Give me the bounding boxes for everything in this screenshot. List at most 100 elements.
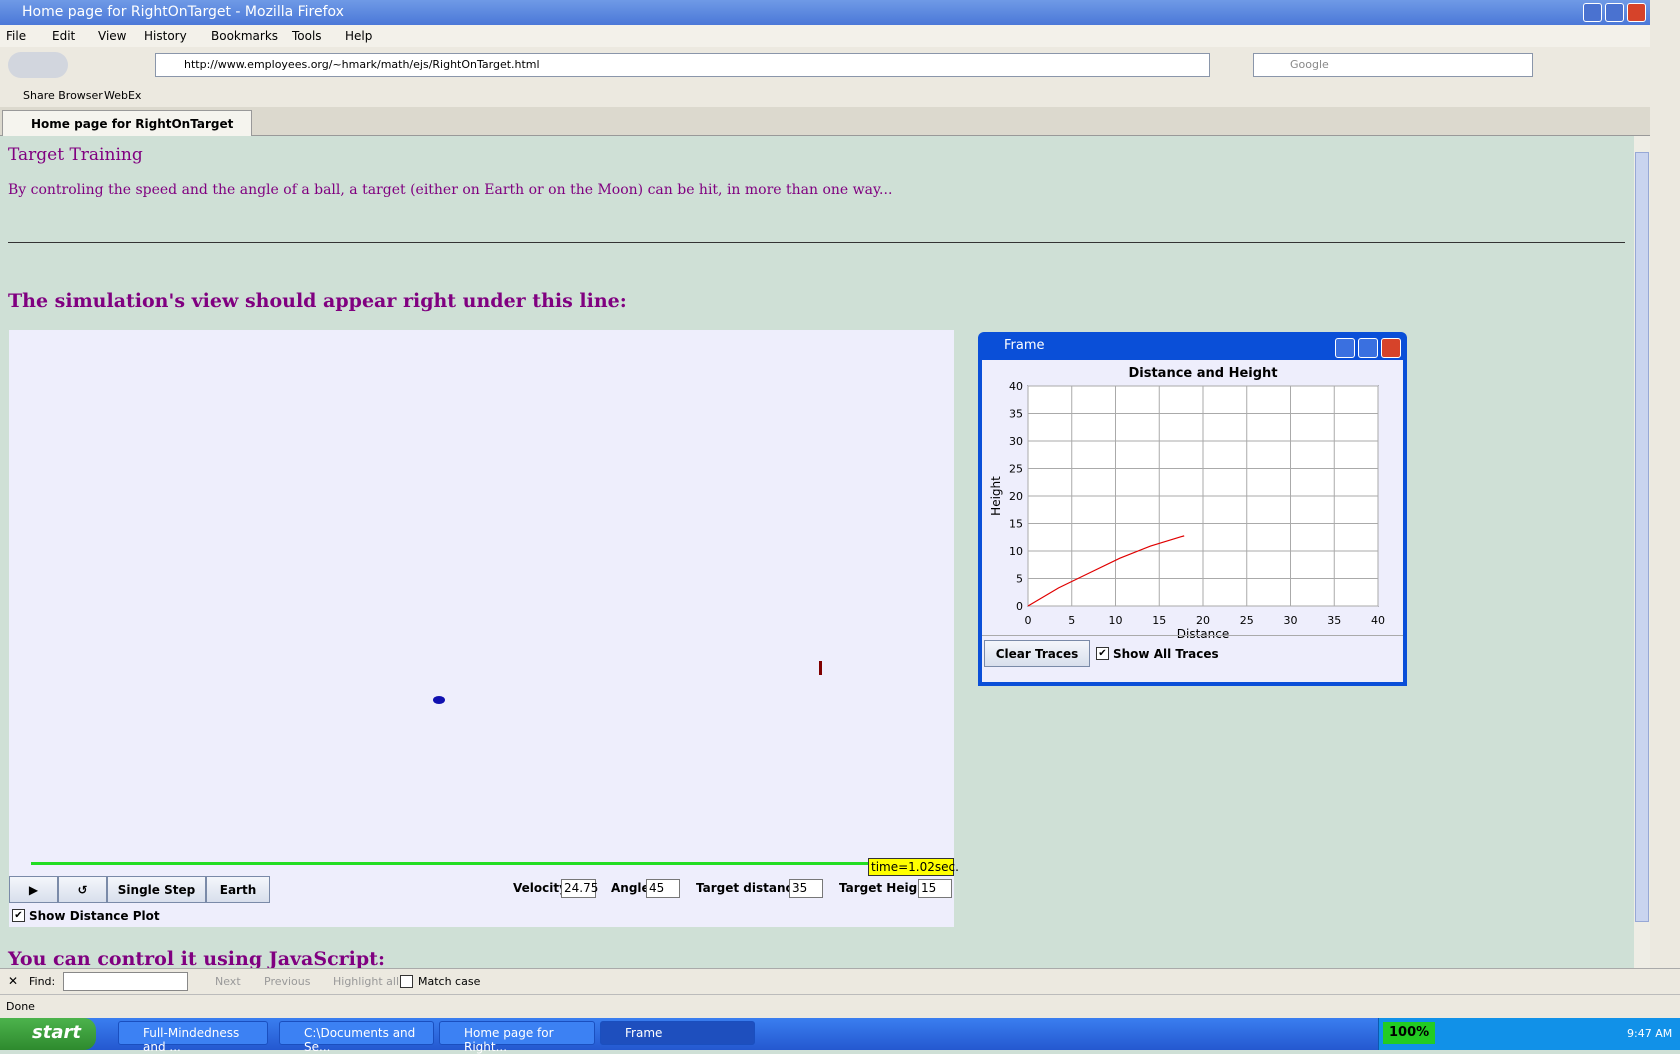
x-tick-label: 10	[1109, 614, 1123, 627]
task[interactable]: C:\Documents and Se...	[279, 1021, 434, 1054]
x-tick-label: 30	[1284, 614, 1298, 627]
find-previous[interactable]: Previous	[264, 975, 311, 988]
tray: 100% 9:47 AM	[1378, 1018, 1680, 1050]
zoom[interactable]: 100%	[1383, 1022, 1435, 1044]
field-label: Angle:	[611, 881, 655, 895]
title-bar: Home page for RightOnTarget - Mozilla Fi…	[0, 0, 1680, 25]
match-case: Match case	[418, 975, 481, 988]
menu-bar: File Edit View History Bookmarks Tools Help	[0, 25, 1680, 47]
x-tick-label: 40	[1371, 614, 1385, 627]
y-axis-label: Height	[989, 476, 1003, 516]
minimize[interactable]	[1583, 3, 1602, 22]
find-label: Find:	[29, 975, 56, 988]
bookmark[interactable]: Share Browser	[23, 89, 103, 102]
field-label: Target distance:	[696, 881, 806, 895]
y-tick-label: 35	[1009, 408, 1023, 421]
x-tick-label: 5	[1068, 614, 1075, 627]
task[interactable]: Home page for Right...	[439, 1021, 595, 1054]
ground	[31, 862, 868, 865]
step-button[interactable]: Single Step	[107, 876, 206, 903]
maximize[interactable]	[1605, 3, 1624, 22]
frame-body: Distance and Height Distance Height 0 5 10 15 2…	[982, 360, 1403, 682]
minimize[interactable]	[1335, 338, 1355, 358]
page-intro: By controling the speed and the angle of…	[8, 182, 893, 198]
y-tick-label: 20	[1009, 490, 1023, 503]
clock: 9:47 AM	[1627, 1027, 1673, 1040]
separator	[982, 635, 1403, 636]
x-axis-label: Distance	[1177, 627, 1229, 640]
line	[1027, 535, 1185, 607]
checkbox[interactable]: ✔	[12, 909, 25, 922]
menu-item[interactable]: Help	[345, 29, 373, 43]
find-highlight[interactable]: Highlight all	[333, 975, 400, 988]
frame-window: Frame Distance and Height Distance Height 0…	[978, 332, 1407, 686]
x-tick-label: 25	[1240, 614, 1254, 627]
find-bar: ✕ Find: Next Previous Highlight all Matc…	[0, 968, 1680, 994]
status: Done	[6, 1000, 35, 1013]
search-placeholder: Google	[1290, 58, 1329, 71]
x-tick-label: 0	[1025, 614, 1032, 627]
menu-item[interactable]: View	[98, 29, 127, 43]
y-tick-label: 0	[1016, 600, 1023, 613]
search-bar[interactable]: Google	[1253, 53, 1533, 77]
chart: Distance and Height Distance Height 0 5 10 15 2…	[989, 366, 1385, 640]
close[interactable]	[1381, 338, 1401, 358]
menu-item[interactable]: Bookmarks	[211, 29, 279, 43]
field[interactable]: 35	[789, 879, 823, 898]
ball	[433, 696, 445, 704]
y-tick-label: 5	[1016, 573, 1023, 586]
tab[interactable]: Home page for RightOnTarget	[2, 110, 252, 136]
url-bar[interactable]: http://www.employees.org/~hmark/math/ejs…	[155, 53, 1210, 77]
hr	[8, 242, 1625, 243]
task[interactable]: Full-Mindedness and ...	[118, 1021, 268, 1054]
y-tick-label: 15	[1009, 518, 1023, 531]
back-forward[interactable]	[8, 52, 68, 78]
menu-item[interactable]: File	[6, 29, 27, 43]
checkbox[interactable]	[400, 975, 413, 988]
sidebar	[1650, 0, 1680, 1018]
tab-title: Home page for RightOnTarget	[31, 117, 234, 131]
url: http://www.employees.org/~hmark/math/ejs…	[184, 58, 540, 71]
y-tick-label: 30	[1009, 435, 1023, 448]
menu-item[interactable]: Tools	[292, 29, 322, 43]
checkbox-label: Show All Traces	[1113, 647, 1219, 661]
sim-heading: The simulation's view should appear righ…	[8, 290, 627, 312]
y-tick-label: 10	[1009, 545, 1023, 558]
y-tick-label: 25	[1009, 463, 1023, 476]
checkbox-label: Show Distance Plot	[29, 909, 160, 923]
maximize[interactable]	[1358, 338, 1378, 358]
scrollbar[interactable]	[1634, 136, 1650, 968]
x-tick-label: 35	[1327, 614, 1341, 627]
field[interactable]: 15	[918, 879, 952, 898]
start-button[interactable]: start	[0, 1018, 96, 1050]
status-bar: Done	[0, 994, 1680, 1018]
reset-button[interactable]: ↺	[58, 876, 107, 903]
x-tick-label: 20	[1196, 614, 1210, 627]
js-heading: You can control it using JavaScript:	[8, 948, 385, 970]
find-input[interactable]	[63, 972, 188, 991]
close[interactable]	[1627, 3, 1646, 22]
find-next[interactable]: Next	[215, 975, 241, 988]
close-find[interactable]: ✕	[8, 974, 19, 988]
earth-button[interactable]: Earth	[206, 876, 270, 903]
clear-traces-button[interactable]: Clear Traces	[984, 640, 1090, 667]
task[interactable]: Frame	[600, 1021, 755, 1045]
play-button[interactable]: ▶	[9, 876, 58, 903]
x-tick-label: 15	[1152, 614, 1166, 627]
frame-title: Frame	[1004, 338, 1045, 353]
checkbox[interactable]: ✔	[1096, 647, 1109, 660]
field[interactable]: 45	[646, 879, 680, 898]
bookmark[interactable]: WebEx	[104, 89, 142, 102]
menu-item[interactable]: Edit	[52, 29, 76, 43]
chart-title: Distance and Height	[1128, 366, 1277, 381]
time-label: time=1.02sec.	[868, 858, 959, 876]
scroll-thumb[interactable]	[1635, 152, 1649, 922]
field[interactable]: 24.75	[561, 879, 598, 898]
tab-strip: Home page for RightOnTarget	[0, 107, 1680, 136]
nav-toolbar: http://www.employees.org/~hmark/math/ejs…	[0, 47, 1680, 84]
menu-item[interactable]: History	[144, 29, 187, 43]
simulation-panel: time=1.02sec. ▶ ↺ Single Step Earth Velo…	[9, 330, 959, 927]
target	[819, 661, 822, 675]
y-tick-label: 40	[1009, 380, 1023, 393]
